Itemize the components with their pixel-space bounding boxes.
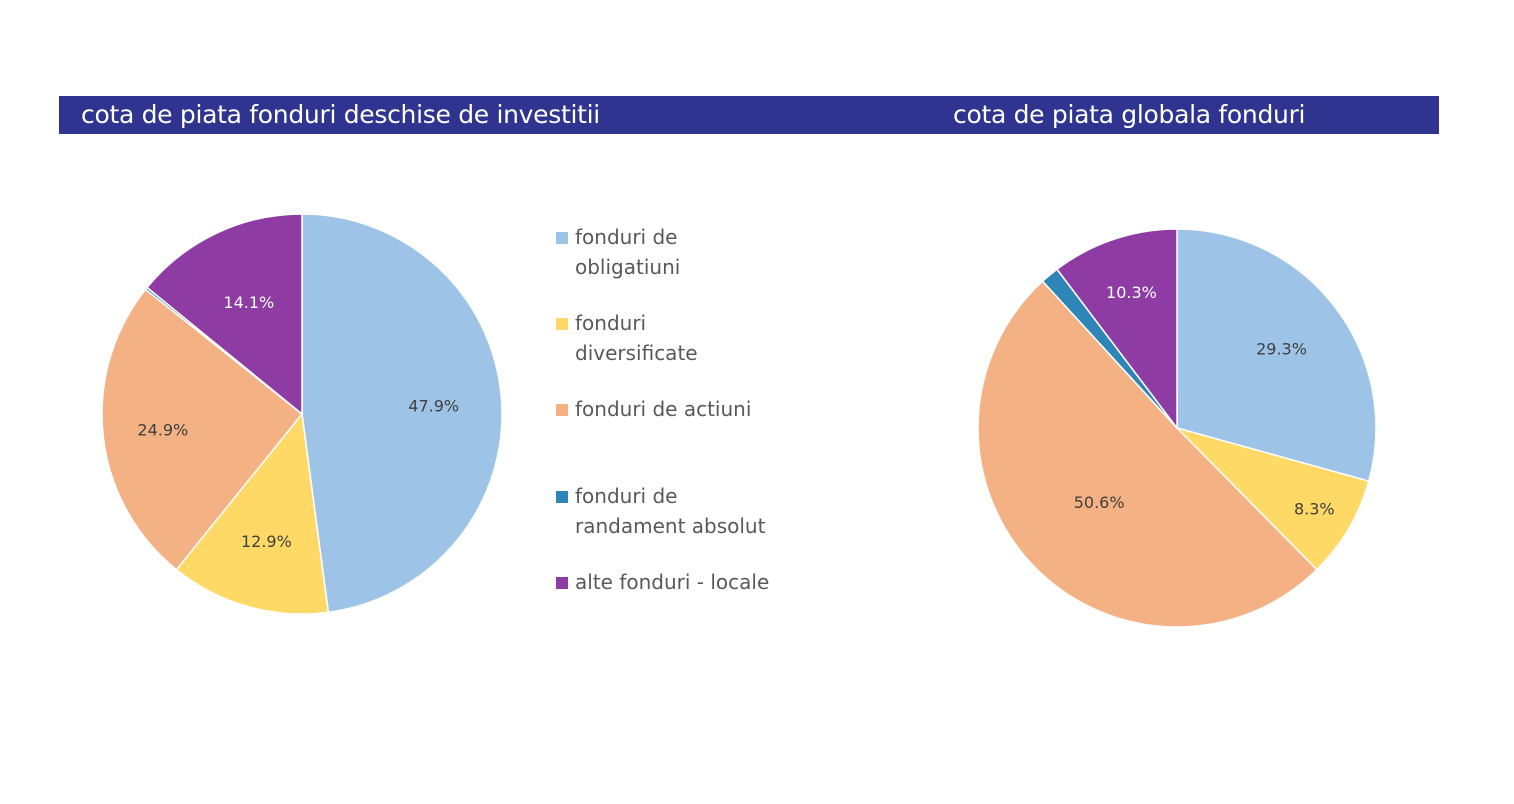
legend-label: fonduri diversificate: [575, 311, 698, 365]
chart-title-right: cota de piata globala fonduri: [953, 100, 1306, 129]
legend-item-randament-absolut: fonduri de randament absolut: [556, 481, 816, 541]
data-label-alte-fonduri: 10.3%: [1106, 283, 1157, 302]
legend-item-diversificate: fonduri diversificate: [556, 308, 816, 368]
legend-label: alte fonduri - locale: [575, 570, 770, 594]
data-label-obligatiuni: 29.3%: [1256, 339, 1307, 358]
legend-item-actiuni: fonduri de actiuni: [556, 394, 816, 424]
legend-label: fonduri de obligatiuni: [575, 225, 681, 279]
legend-swatch-obligatiuni: [556, 232, 568, 244]
data-label-actiuni: 24.9%: [137, 420, 188, 439]
pie-slice-diversificate: [1174, 426, 1370, 571]
chart-title-left: cota de piata fonduri deschise de invest…: [81, 100, 600, 129]
pie-right: 29.3% 8.3% 50.6% 10.3%: [977, 228, 1377, 628]
legend-item-alte-fonduri: alte fonduri - locale: [556, 567, 816, 597]
pie-left: 47.9% 12.9% 24.9% 14.1%: [101, 213, 503, 615]
legend-swatch-diversificate: [556, 318, 568, 330]
pie-slice-alte-fonduri: [1055, 228, 1178, 431]
legend-swatch-actiuni: [556, 404, 568, 416]
data-label-alte-fonduri: 14.1%: [223, 293, 274, 312]
pie-slice-actiuni: [977, 280, 1318, 628]
legend-swatch-alte-fonduri: [556, 577, 568, 589]
pie-slice-alte-fonduri: [146, 213, 303, 416]
pie-slice-actiuni: [101, 288, 304, 571]
pie-slice-diversificate: [175, 412, 330, 615]
pie-slice-obligatiuni: [1176, 228, 1377, 483]
legend-swatch-randament-absolut: [556, 491, 568, 503]
title-bar: cota de piata fonduri deschise de invest…: [59, 96, 1439, 134]
legend-label: fonduri de actiuni: [575, 397, 752, 421]
legend-item-obligatiuni: fonduri de obligatiuni: [556, 222, 816, 282]
pie-slice-obligatiuni: [301, 213, 503, 614]
data-label-obligatiuni: 47.9%: [408, 396, 459, 415]
legend-label: fonduri de randament absolut: [575, 484, 766, 538]
data-label-diversificate: 12.9%: [241, 532, 292, 551]
data-label-actiuni: 50.6%: [1074, 493, 1125, 512]
data-label-diversificate: 8.3%: [1294, 500, 1335, 519]
